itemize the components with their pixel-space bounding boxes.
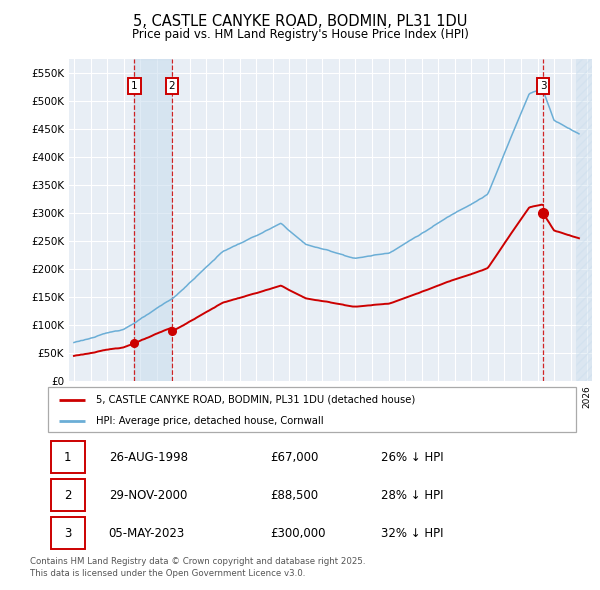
FancyBboxPatch shape (50, 479, 85, 512)
Text: 3: 3 (64, 527, 71, 540)
Text: 2: 2 (64, 489, 71, 502)
Text: 32% ↓ HPI: 32% ↓ HPI (380, 527, 443, 540)
Text: 1: 1 (64, 451, 71, 464)
Text: Price paid vs. HM Land Registry's House Price Index (HPI): Price paid vs. HM Land Registry's House … (131, 28, 469, 41)
Text: £67,000: £67,000 (270, 451, 318, 464)
FancyBboxPatch shape (50, 517, 85, 549)
Text: 5, CASTLE CANYKE ROAD, BODMIN, PL31 1DU (detached house): 5, CASTLE CANYKE ROAD, BODMIN, PL31 1DU … (95, 395, 415, 405)
FancyBboxPatch shape (48, 387, 576, 432)
Text: £88,500: £88,500 (270, 489, 318, 502)
Text: 28% ↓ HPI: 28% ↓ HPI (380, 489, 443, 502)
Text: Contains HM Land Registry data © Crown copyright and database right 2025.
This d: Contains HM Land Registry data © Crown c… (30, 557, 365, 578)
Text: 26-AUG-1998: 26-AUG-1998 (109, 451, 188, 464)
Text: 29-NOV-2000: 29-NOV-2000 (109, 489, 187, 502)
Text: 26% ↓ HPI: 26% ↓ HPI (380, 451, 443, 464)
Bar (134, 59, 172, 381)
Text: £300,000: £300,000 (270, 527, 325, 540)
Bar (576, 59, 592, 381)
Text: HPI: Average price, detached house, Cornwall: HPI: Average price, detached house, Corn… (95, 416, 323, 426)
Text: 05-MAY-2023: 05-MAY-2023 (109, 527, 185, 540)
FancyBboxPatch shape (50, 441, 85, 473)
Text: 2: 2 (169, 81, 175, 91)
Text: 3: 3 (540, 81, 547, 91)
Text: 1: 1 (131, 81, 138, 91)
Text: 5, CASTLE CANYKE ROAD, BODMIN, PL31 1DU: 5, CASTLE CANYKE ROAD, BODMIN, PL31 1DU (133, 14, 467, 30)
